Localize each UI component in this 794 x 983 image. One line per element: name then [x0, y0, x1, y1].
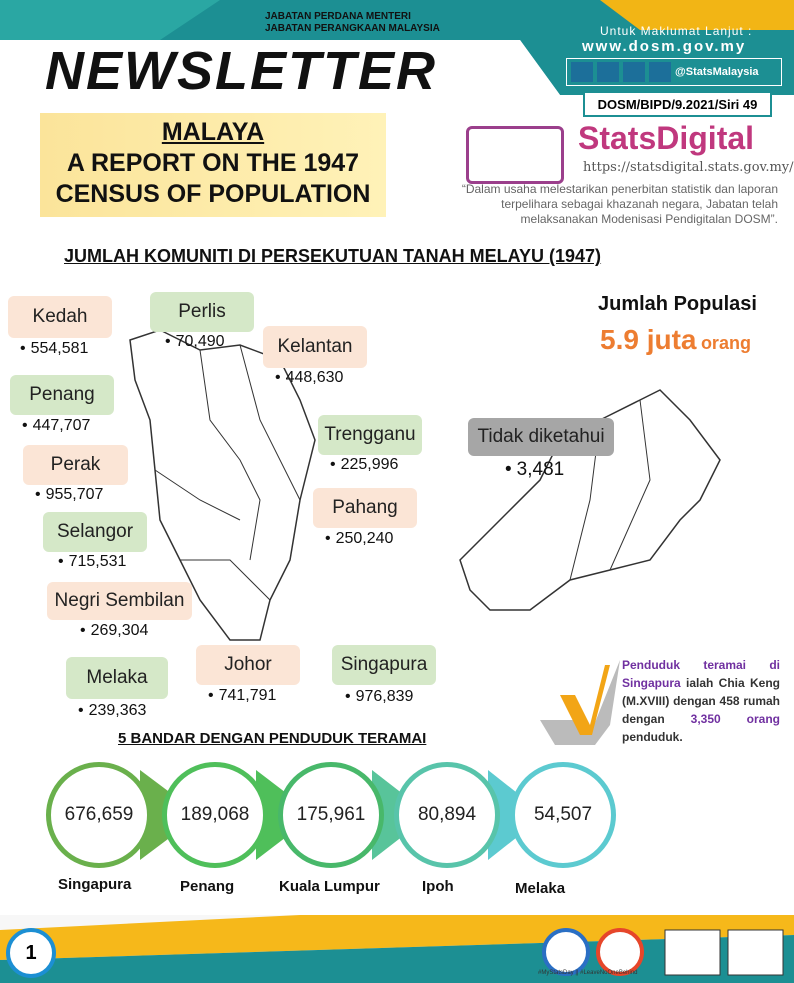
social-icon[interactable] — [571, 62, 593, 82]
footer-tag: #MyStatsDay || #LeaveNoOneBehind — [538, 970, 638, 976]
state-value: 447,707 — [22, 417, 91, 435]
report-title-line: A REPORT ON THE 1947 — [66, 149, 360, 177]
state-value: 250,240 — [325, 530, 394, 548]
page-number: 1 — [6, 928, 56, 978]
state-name: Negri Sembilan — [47, 582, 192, 620]
social-icon[interactable] — [649, 62, 671, 82]
state-name: Pahang — [313, 488, 417, 528]
state-name: Singapura — [332, 645, 436, 685]
city-value: 189,068 — [162, 762, 268, 868]
state-name: Kelantan — [263, 326, 367, 368]
statsdigital-url: https://statsdigital.stats.gov.my/ — [583, 160, 794, 175]
total-label: Jumlah Populasi — [598, 293, 757, 315]
agency-line: JABATAN PERANGKAAN MALAYSIA — [265, 23, 440, 34]
note-text: penduduk. — [622, 730, 683, 744]
state-value: 225,996 — [330, 456, 399, 474]
total-value: 5.9 juta — [600, 324, 697, 355]
state-value: 239,363 — [78, 702, 147, 720]
statsdigital-logo — [466, 126, 564, 184]
city-value: 54,507 — [510, 762, 616, 868]
social-icon[interactable] — [623, 62, 645, 82]
website: www.dosm.gov.my — [582, 38, 747, 55]
state-value: 976,839 — [345, 688, 414, 706]
section-title: JUMLAH KOMUNITI DI PERSEKUTUAN TANAH MEL… — [64, 246, 602, 266]
state-name: Selangor — [43, 512, 147, 552]
state-value: 70,490 — [165, 333, 225, 351]
report-title: MALAYA A REPORT ON THE 1947 CENSUS OF PO… — [40, 113, 386, 217]
state-name: Johor — [196, 645, 300, 685]
state-name: Tidak diketahui — [468, 418, 614, 456]
note-highlight: Penduduk teramai di Singapura — [622, 658, 780, 690]
state-name: Penang — [10, 375, 114, 415]
report-title-line: CENSUS OF POPULATION — [55, 180, 371, 208]
state-value: 741,791 — [208, 687, 277, 705]
state-value: 554,581 — [20, 340, 89, 358]
social-handle: @StatsMalaysia — [675, 66, 759, 78]
state-name: Melaka — [66, 657, 168, 699]
cities-title: 5 BANDAR DENGAN PENDUDUK TERAMAI — [118, 730, 427, 747]
agency: JABATAN PERDANA MENTERI JABATAN PERANGKA… — [265, 11, 440, 35]
newsletter-title: NEWSLETTER — [45, 41, 437, 101]
city-name: Singapura — [58, 876, 132, 893]
state-name: Perlis — [150, 292, 254, 332]
city-name: Melaka — [515, 880, 566, 897]
state-value: 3,481 — [505, 459, 565, 481]
state-value: 269,304 — [80, 622, 149, 640]
social-icon[interactable] — [597, 62, 619, 82]
city-value: 676,659 — [46, 762, 152, 868]
reference: DOSM/BIPD/9.2021/Siri 49 — [583, 91, 772, 117]
note-text: ialah Chia Keng (M.XVIII) dengan 458 rum… — [622, 676, 780, 726]
city-name: Kuala Lumpur — [279, 878, 380, 895]
statsdigital-quote: “Dalam usaha melestarikan penerbitan sta… — [461, 182, 778, 226]
state-name: Kedah — [8, 296, 112, 338]
state-value: 715,531 — [58, 553, 127, 571]
total: 5.9 juta orang — [600, 324, 751, 356]
note-highlight: 3,350 orang — [690, 712, 780, 726]
state-value: 955,707 — [35, 486, 104, 504]
total-unit: orang — [700, 333, 751, 353]
city-name: Penang — [180, 878, 235, 895]
state-name: Perak — [23, 445, 128, 485]
report-title-line: MALAYA — [161, 118, 265, 146]
agency-line: JABATAN PERDANA MENTERI — [265, 11, 411, 22]
social-bar: @StatsMalaysia — [566, 58, 782, 86]
city-value: 80,894 — [394, 762, 500, 868]
state-value: 448,630 — [275, 369, 344, 387]
state-name: Trengganu — [318, 415, 422, 455]
city-value: 175,961 — [278, 762, 384, 868]
city-name: Ipoh — [422, 878, 454, 895]
statsdigital-name: StatsDigital — [578, 120, 755, 156]
note: Penduduk teramai di Singapura ialah Chia… — [622, 656, 780, 746]
contact-label: Untuk Maklumat Lanjut : — [600, 24, 753, 38]
